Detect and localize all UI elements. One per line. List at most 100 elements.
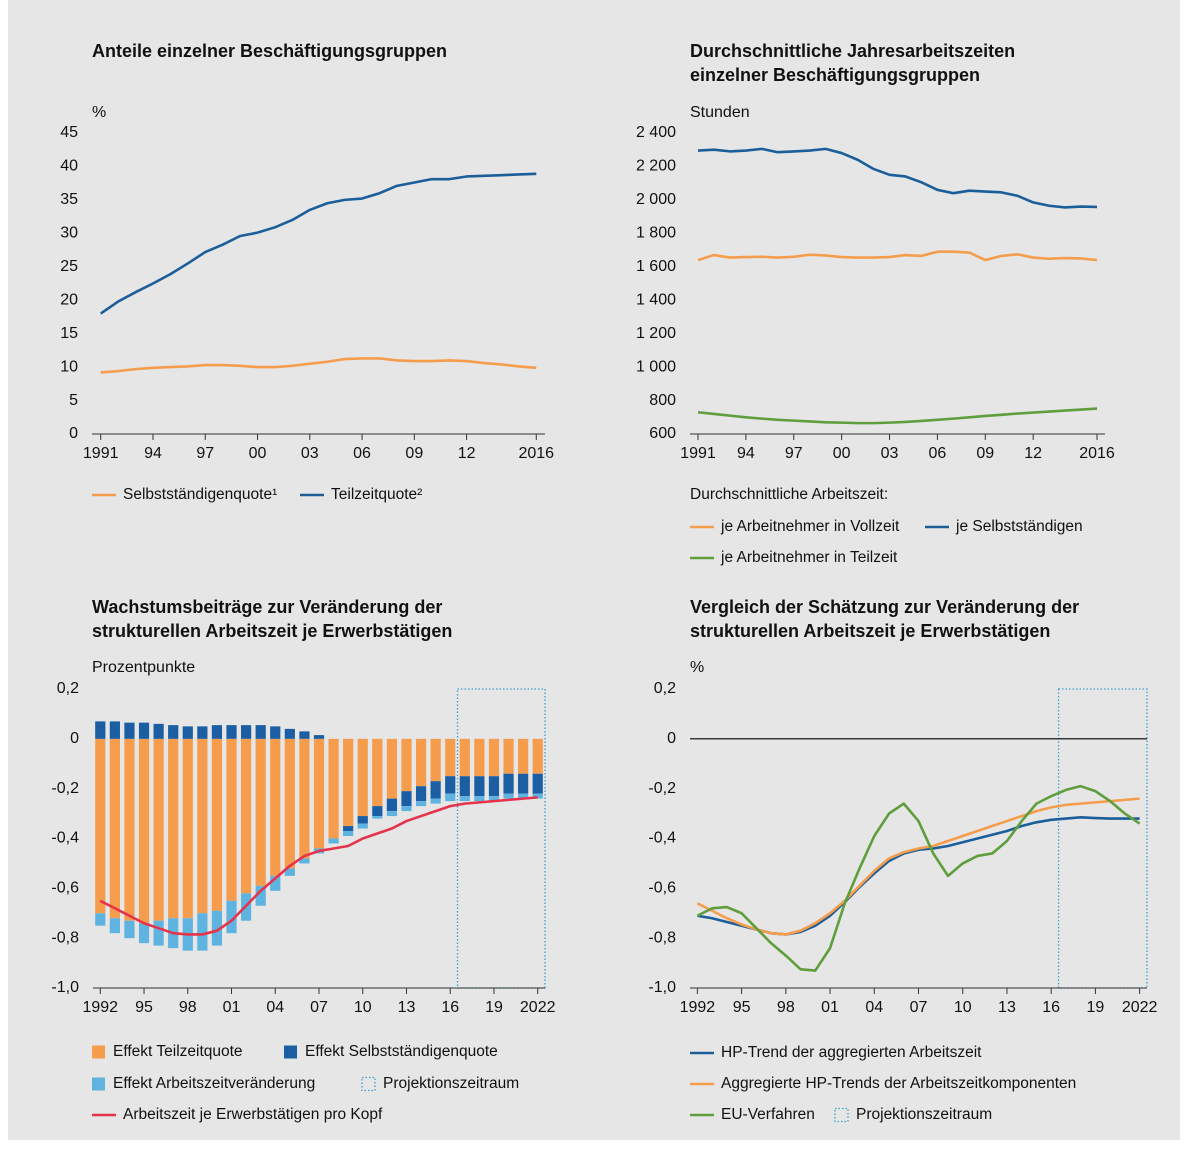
bar — [270, 726, 281, 739]
x-tick-label: 01 — [223, 999, 241, 1016]
bar — [138, 722, 150, 739]
bar — [401, 791, 412, 807]
x-tick-label: 94 — [144, 445, 162, 462]
y-tick-label: 0,2 — [654, 680, 676, 697]
bar — [488, 796, 500, 802]
chart-title: Wachstumsbeiträge zur Veränderung der — [92, 597, 442, 617]
bar — [343, 738, 354, 827]
bar — [343, 826, 354, 832]
bar — [474, 796, 485, 802]
bar — [211, 725, 223, 739]
x-tick-label: 06 — [353, 445, 371, 462]
bar — [109, 738, 120, 919]
x-tick-label: 19 — [485, 999, 503, 1016]
y-tick-label: 10 — [60, 358, 78, 375]
x-tick-label: 10 — [954, 999, 972, 1016]
bar — [255, 738, 266, 886]
chart-title: Durchschnittliche Jahresarbeitszeiten — [690, 41, 1015, 61]
x-tick-label: 10 — [354, 999, 372, 1016]
x-tick-label: 2016 — [1079, 445, 1115, 462]
x-tick-label: 2022 — [520, 999, 556, 1016]
bar — [95, 721, 106, 739]
bar — [459, 796, 470, 802]
bar — [284, 728, 295, 739]
bar — [153, 723, 164, 739]
y-tick-label: -0,2 — [648, 780, 676, 797]
bar — [299, 731, 310, 739]
x-tick-label: 01 — [821, 999, 839, 1016]
legend-label: Arbeitszeit je Erwerbstätigen pro Kopf — [123, 1106, 383, 1123]
bar — [357, 816, 368, 824]
legend-label: je Arbeitnehmer in Teilzeit — [720, 549, 898, 566]
bar — [328, 738, 339, 839]
x-tick-label: 16 — [1042, 999, 1060, 1016]
x-tick-label: 00 — [249, 445, 267, 462]
bar — [372, 806, 383, 817]
x-tick-label: 09 — [976, 445, 994, 462]
panel-background — [8, 0, 1180, 1140]
x-tick-label: 04 — [865, 999, 883, 1016]
bar — [474, 776, 485, 797]
y-tick-label: 0 — [69, 425, 78, 442]
y-tick-label: 45 — [60, 124, 78, 141]
data-line — [100, 357, 537, 374]
data-line — [99, 172, 537, 315]
legend-swatch — [92, 1045, 105, 1059]
data-line — [697, 407, 1098, 425]
y-tick-label: -0,4 — [648, 830, 676, 847]
y-tick-label: 40 — [60, 158, 78, 175]
x-tick-label: 00 — [833, 445, 851, 462]
bar — [357, 738, 368, 817]
chart-title: strukturellen Arbeitszeit je Erwerbstäti… — [92, 621, 452, 641]
bar — [95, 913, 106, 926]
bar — [313, 735, 325, 739]
legend-swatch — [834, 1107, 849, 1123]
y-tick-label: 30 — [60, 225, 78, 242]
y-tick-label: 2 000 — [636, 191, 676, 208]
bar — [124, 920, 135, 939]
bar — [343, 831, 354, 837]
x-tick-label: 95 — [733, 999, 751, 1016]
y-tick-label: 35 — [60, 191, 78, 208]
bar — [488, 776, 500, 797]
bar — [197, 738, 208, 914]
y-tick-label: -0,8 — [648, 929, 676, 946]
legend-label: HP-Trend der aggregierten Arbeitszeit — [721, 1044, 982, 1061]
bar — [226, 900, 237, 934]
bar — [153, 738, 164, 921]
legend-label: Effekt Teilzeitquote — [113, 1043, 243, 1060]
axis-unit: % — [690, 659, 704, 676]
bar — [168, 738, 179, 919]
legend-label: je Selbstständigen — [955, 518, 1083, 535]
y-tick-label: -0,2 — [51, 780, 79, 797]
bar — [240, 738, 252, 894]
data-line — [696, 784, 1141, 972]
bar — [270, 875, 281, 891]
x-tick-label: 97 — [785, 445, 803, 462]
bar — [532, 793, 543, 799]
bar — [488, 738, 500, 777]
x-tick-label: 12 — [458, 445, 476, 462]
bar — [240, 725, 252, 739]
bar — [430, 798, 441, 804]
bar — [518, 793, 529, 799]
bar — [182, 726, 193, 739]
x-tick-label: 1992 — [680, 999, 716, 1016]
bar — [445, 793, 456, 802]
bar — [284, 868, 295, 876]
y-tick-label: 0 — [667, 730, 676, 747]
x-tick-label: 07 — [310, 999, 328, 1016]
bar — [445, 738, 456, 777]
legend-label: Selbstständigenquote¹ — [123, 486, 277, 503]
y-tick-label: -0,6 — [648, 880, 676, 897]
bar — [386, 811, 398, 817]
y-tick-label: 0,2 — [57, 680, 79, 697]
legend-swatch — [284, 1045, 297, 1059]
x-tick-label: 19 — [1087, 999, 1105, 1016]
bar — [138, 738, 150, 924]
bar — [168, 725, 179, 739]
y-tick-label: 1 200 — [636, 325, 676, 342]
bar — [255, 725, 266, 739]
bar — [386, 738, 398, 799]
x-tick-label: 09 — [405, 445, 423, 462]
